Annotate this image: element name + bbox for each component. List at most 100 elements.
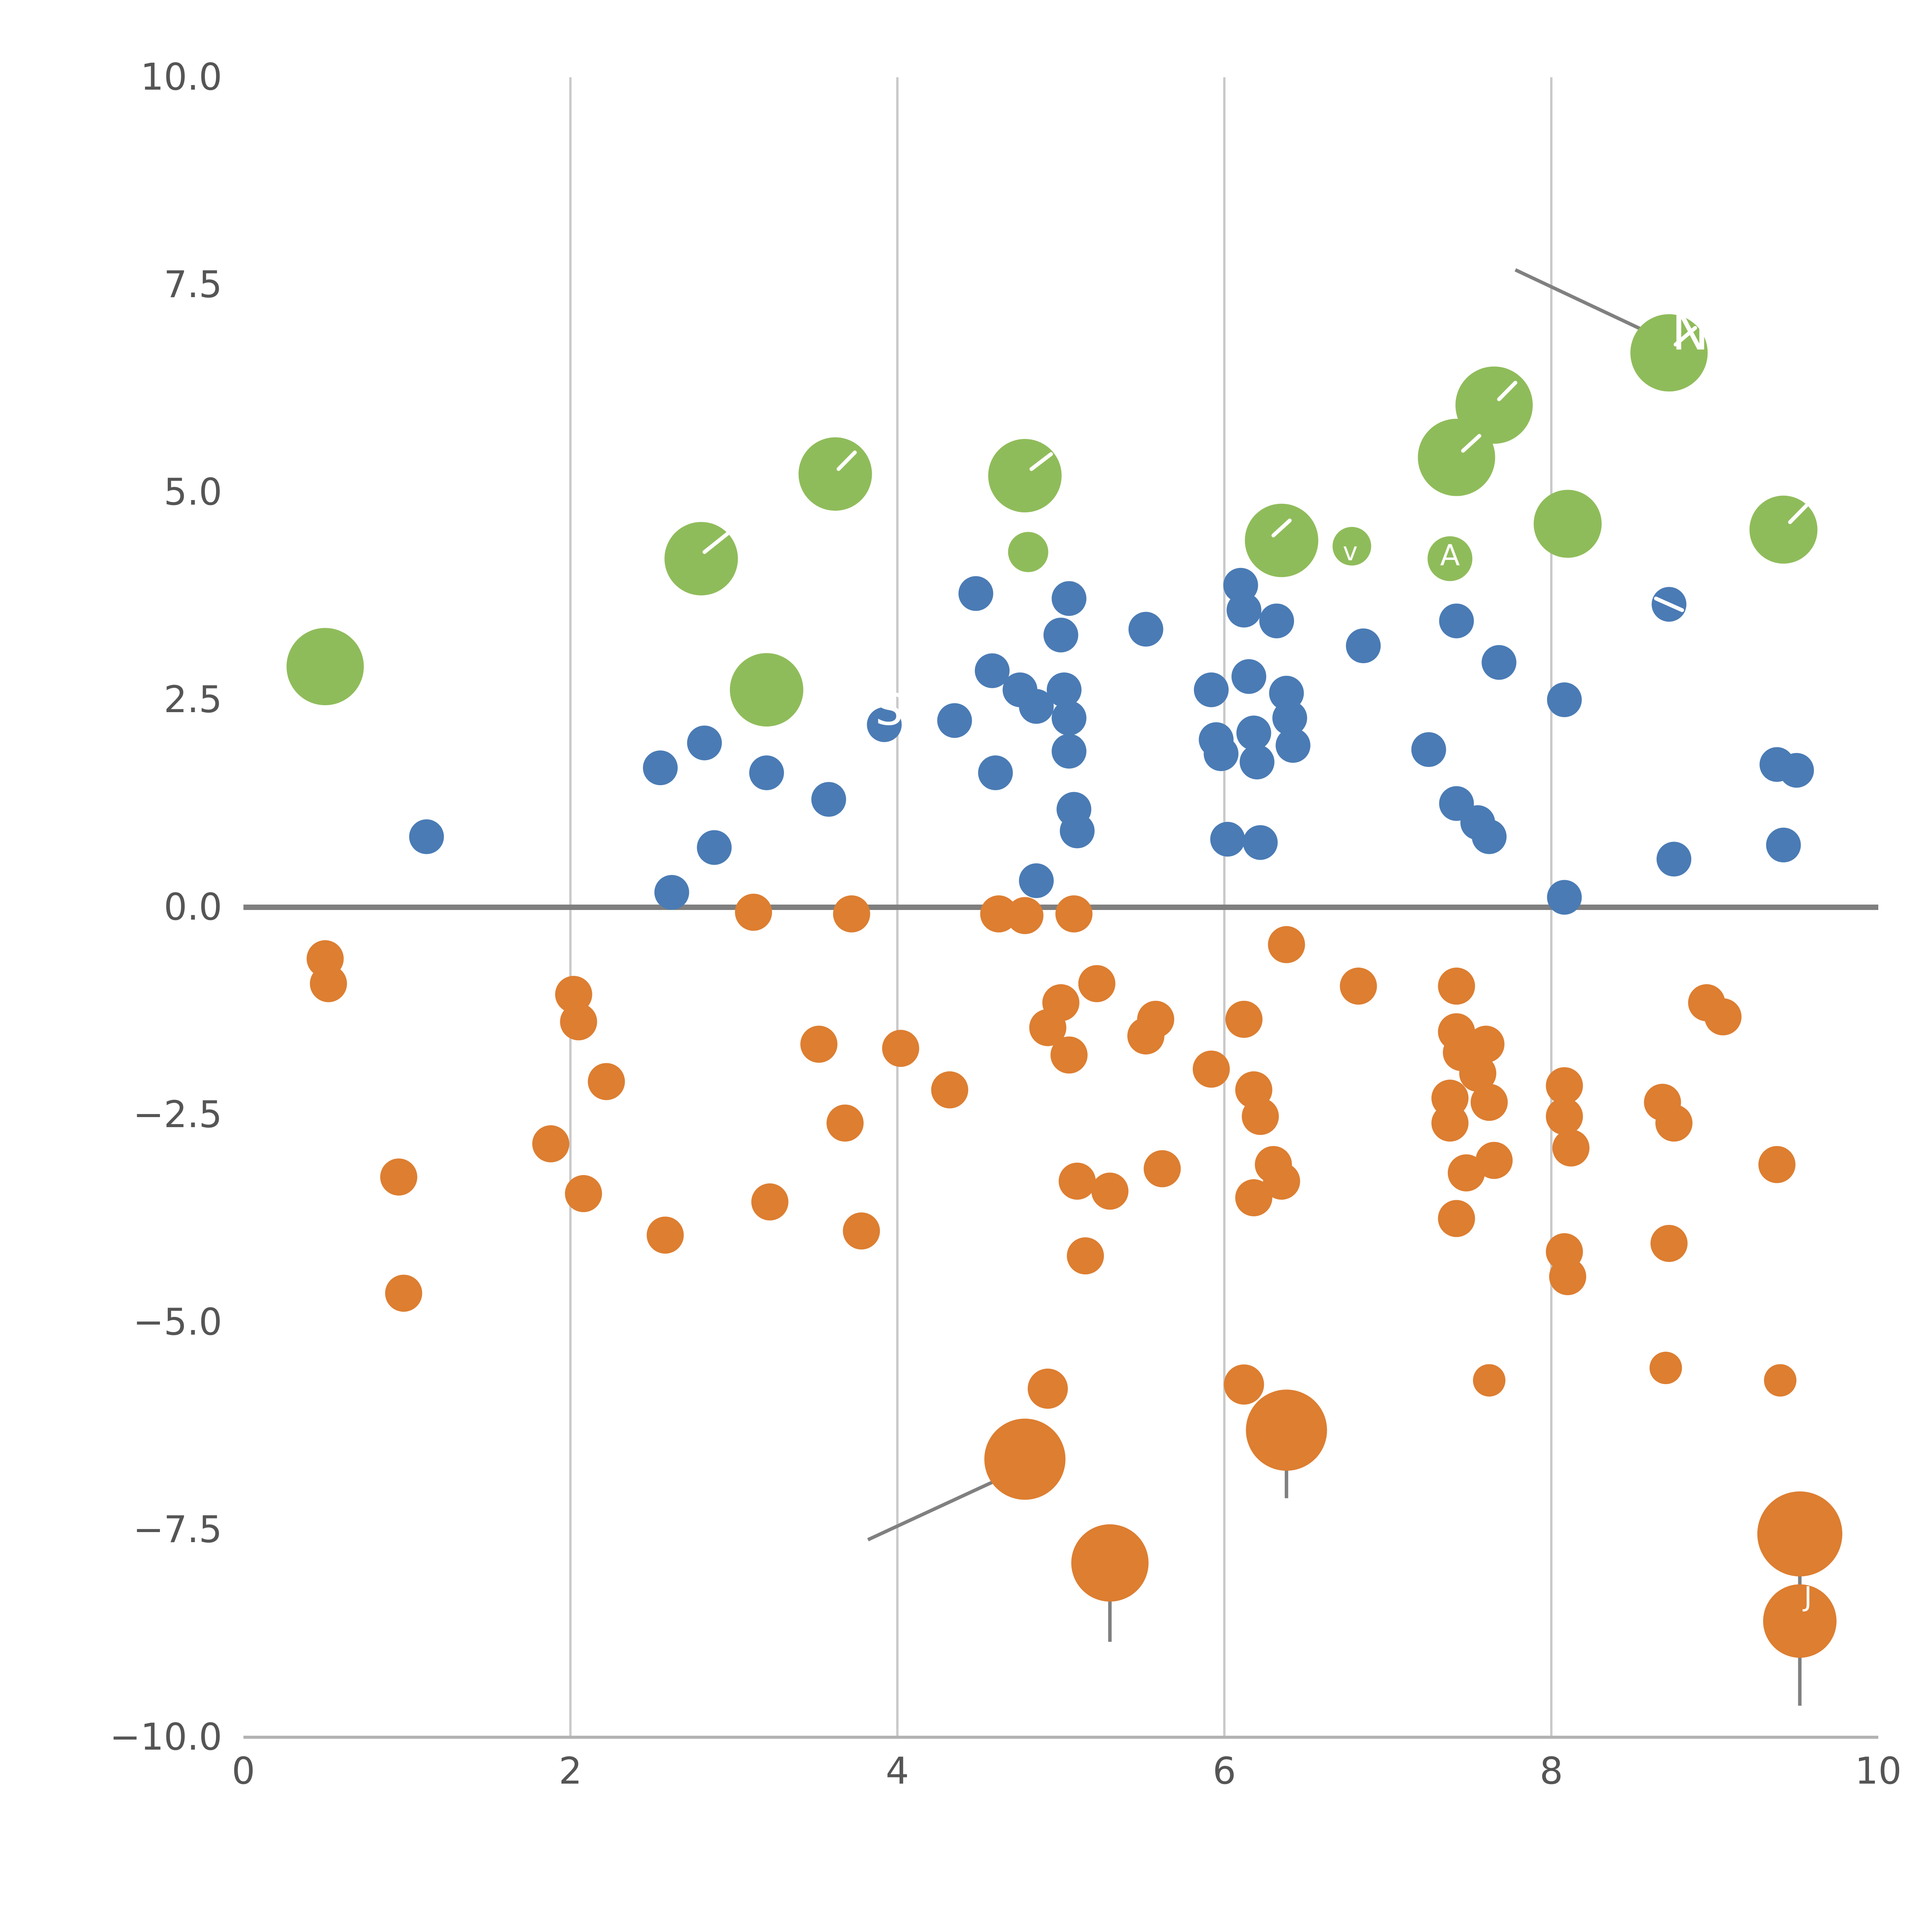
data-point xyxy=(1763,1584,1837,1658)
data-point xyxy=(1240,745,1275,780)
data-point xyxy=(1439,603,1474,638)
data-point xyxy=(1192,1050,1230,1088)
data-point xyxy=(588,1063,625,1100)
x-tick-label: 4 xyxy=(886,1750,909,1793)
x-tick-label: 10 xyxy=(1855,1750,1902,1793)
annotations: N S Av J xyxy=(875,303,1812,1613)
data-point xyxy=(800,1026,838,1063)
data-point xyxy=(1060,813,1095,849)
data-point xyxy=(687,725,722,760)
data-point xyxy=(843,1212,880,1250)
y-tick-label: 0.0 xyxy=(164,886,222,929)
data-point xyxy=(931,1071,968,1109)
white-mark xyxy=(1497,381,1517,401)
y-tick-label: −2.5 xyxy=(133,1094,222,1136)
series-group xyxy=(286,314,1842,1658)
data-point xyxy=(1225,1000,1263,1038)
data-point xyxy=(882,1030,919,1067)
data-point xyxy=(1467,1026,1505,1063)
data-point xyxy=(833,895,870,933)
data-point xyxy=(1431,1104,1469,1142)
data-point xyxy=(1656,842,1692,877)
data-point xyxy=(1246,1389,1327,1471)
data-point xyxy=(1534,490,1602,558)
white-marks xyxy=(702,326,1808,612)
data-point xyxy=(654,875,689,910)
white-mark xyxy=(1271,519,1292,537)
white-mark xyxy=(1788,503,1808,524)
guide-line xyxy=(1514,268,1654,336)
data-point xyxy=(1143,1150,1181,1187)
data-point xyxy=(937,703,972,738)
x-tick-label: 0 xyxy=(232,1750,255,1793)
data-point xyxy=(1459,1054,1497,1092)
data-point xyxy=(1226,593,1262,628)
data-point xyxy=(1438,1200,1475,1237)
data-point xyxy=(1438,968,1475,1005)
data-point xyxy=(984,1418,1066,1500)
data-point xyxy=(310,965,347,1002)
data-point xyxy=(1263,1162,1300,1200)
tick-labels: 0 2 4 6 8 10 10.0 7.5 5.0 2.5 0.0 −2.5 −5.0 −7.5 −10.0 xyxy=(110,56,1902,1793)
data-point xyxy=(978,755,1013,791)
series-blue xyxy=(409,568,1814,915)
data-point xyxy=(1091,1172,1129,1210)
white-mark xyxy=(1029,452,1053,471)
data-point xyxy=(565,1175,602,1213)
data-point xyxy=(1650,1225,1688,1262)
data-point xyxy=(1006,897,1044,934)
data-point xyxy=(1547,682,1582,717)
data-point xyxy=(643,750,678,786)
data-point xyxy=(385,1274,422,1312)
y-tick-label: 10.0 xyxy=(140,56,222,99)
y-tick-label: 2.5 xyxy=(164,679,222,721)
data-point xyxy=(1231,659,1267,694)
data-point xyxy=(1235,1179,1272,1216)
data-point xyxy=(1764,1364,1797,1397)
x-tick-label: 8 xyxy=(1540,1750,1563,1793)
x-tick-label: 6 xyxy=(1213,1750,1236,1793)
data-point xyxy=(1411,732,1446,767)
y-tick-label: −10.0 xyxy=(110,1716,222,1759)
data-point xyxy=(1546,1067,1583,1104)
data-point xyxy=(1766,827,1801,862)
white-mark xyxy=(1673,326,1697,347)
data-point xyxy=(988,439,1062,513)
data-point xyxy=(1224,1364,1264,1405)
data-point xyxy=(1071,1524,1149,1602)
data-point xyxy=(1346,628,1381,663)
data-point xyxy=(730,653,803,727)
data-point xyxy=(1245,503,1318,577)
series-green xyxy=(286,314,1818,727)
data-point xyxy=(1757,1491,1842,1577)
data-point xyxy=(555,976,592,1013)
data-point xyxy=(749,755,784,791)
data-point xyxy=(1194,672,1229,707)
data-point xyxy=(1276,728,1311,763)
data-point xyxy=(1272,701,1307,736)
data-point xyxy=(735,893,772,931)
data-point xyxy=(697,830,732,865)
annotation-label: A xyxy=(1440,538,1460,572)
data-point xyxy=(532,1125,570,1163)
data-point xyxy=(1546,1098,1583,1135)
data-point xyxy=(380,1158,417,1196)
white-mark xyxy=(702,532,730,554)
data-point xyxy=(1649,1352,1682,1384)
data-point xyxy=(1066,1237,1104,1275)
data-point xyxy=(1051,734,1087,769)
data-point xyxy=(1236,715,1271,750)
data-point xyxy=(560,1003,597,1041)
annotation-label: N xyxy=(1672,303,1709,362)
data-point xyxy=(827,1104,864,1142)
data-point xyxy=(1043,617,1078,653)
data-point xyxy=(1547,880,1582,915)
data-point xyxy=(1427,536,1473,581)
data-point xyxy=(1704,998,1742,1036)
y-tick-label: 7.5 xyxy=(164,264,222,306)
data-point xyxy=(1242,1098,1279,1135)
data-point xyxy=(867,707,902,742)
annotation-label: J xyxy=(1803,1581,1812,1613)
